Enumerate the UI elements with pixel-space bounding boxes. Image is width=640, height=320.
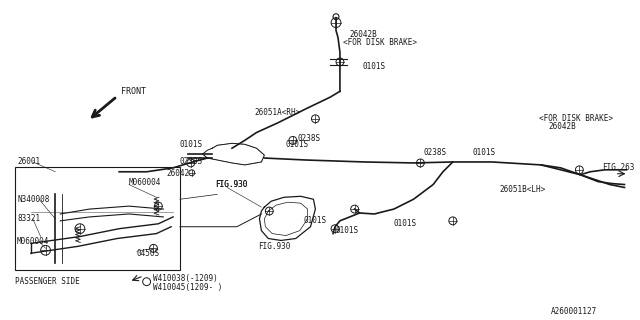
Text: 0101S: 0101S <box>394 219 417 228</box>
Text: 26042: 26042 <box>166 169 189 178</box>
Text: 26051A<RH>: 26051A<RH> <box>255 108 301 117</box>
Text: M060004: M060004 <box>17 237 49 246</box>
Text: FIG.930: FIG.930 <box>215 180 248 189</box>
Text: 0101S: 0101S <box>303 216 327 225</box>
Text: PASSENGER SIDE: PASSENGER SIDE <box>15 277 80 286</box>
Text: 0101S: 0101S <box>362 62 386 71</box>
Text: 0238S: 0238S <box>423 148 447 157</box>
Text: 26042B: 26042B <box>349 30 378 39</box>
Text: 83321: 83321 <box>17 214 40 223</box>
Text: M060004: M060004 <box>129 178 161 187</box>
Text: W410045(1209- ): W410045(1209- ) <box>154 283 223 292</box>
Text: 0238S: 0238S <box>180 157 203 166</box>
Text: FIG.263: FIG.263 <box>602 163 634 172</box>
Text: FRONT: FRONT <box>121 87 146 96</box>
Text: FIG.930: FIG.930 <box>259 242 291 251</box>
Text: 0101S: 0101S <box>335 226 358 235</box>
Text: 0101S: 0101S <box>180 140 203 149</box>
Text: FIG.930: FIG.930 <box>215 180 248 189</box>
Text: 26051B<LH>: 26051B<LH> <box>500 185 546 194</box>
Text: N340008: N340008 <box>17 195 49 204</box>
Text: 0101S: 0101S <box>472 148 495 157</box>
Text: 26001: 26001 <box>17 157 40 166</box>
Bar <box>15 167 180 270</box>
Text: W410038(-1209): W410038(-1209) <box>154 274 218 283</box>
Text: 26042B: 26042B <box>549 122 577 131</box>
Text: <FOR DISK BRAKE>: <FOR DISK BRAKE> <box>539 114 613 123</box>
Text: 0450S: 0450S <box>137 249 160 258</box>
Text: A260001127: A260001127 <box>551 307 597 316</box>
Text: 0238S: 0238S <box>298 134 321 143</box>
Text: <FOR DISK BRAKE>: <FOR DISK BRAKE> <box>343 38 417 47</box>
Text: 0101S: 0101S <box>286 140 309 149</box>
